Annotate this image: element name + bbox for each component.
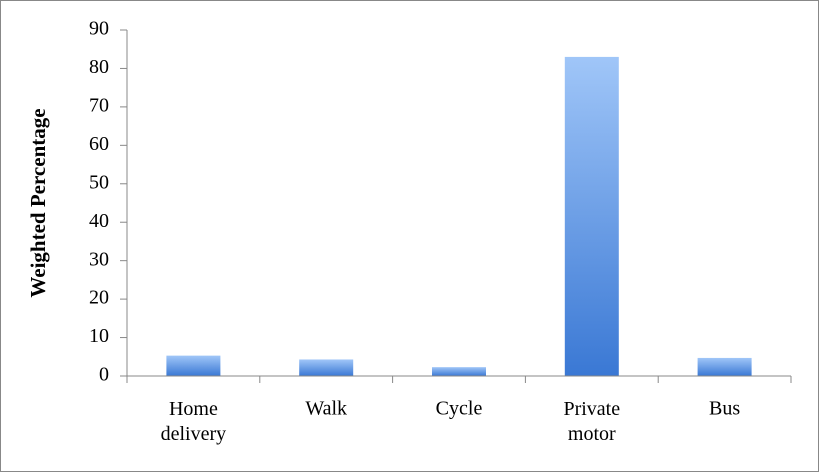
- y-tick-label: 90: [89, 18, 109, 40]
- y-tick-label: 80: [89, 56, 109, 78]
- y-tick-label: 0: [99, 364, 109, 386]
- y-tick-label: 30: [89, 248, 109, 270]
- x-tick-label: Walk: [305, 398, 347, 420]
- y-tick-label: 70: [89, 94, 109, 116]
- y-tick-label: 20: [89, 287, 109, 309]
- x-tick-label: Home delivery: [161, 398, 227, 445]
- x-tick-label: Private motor: [563, 398, 620, 445]
- x-tick-label: Cycle: [436, 398, 483, 420]
- bar: [697, 357, 752, 376]
- bar: [564, 56, 619, 377]
- bar: [299, 359, 354, 376]
- y-axis-label: Weighted Percentage: [26, 108, 50, 297]
- y-tick-label: 60: [89, 133, 109, 155]
- y-tick-label: 40: [89, 210, 109, 232]
- bar: [166, 355, 221, 376]
- y-tick-label: 10: [89, 325, 109, 347]
- x-tick-label: Bus: [709, 398, 740, 420]
- y-tick-label: 50: [89, 171, 109, 193]
- bar: [432, 367, 486, 376]
